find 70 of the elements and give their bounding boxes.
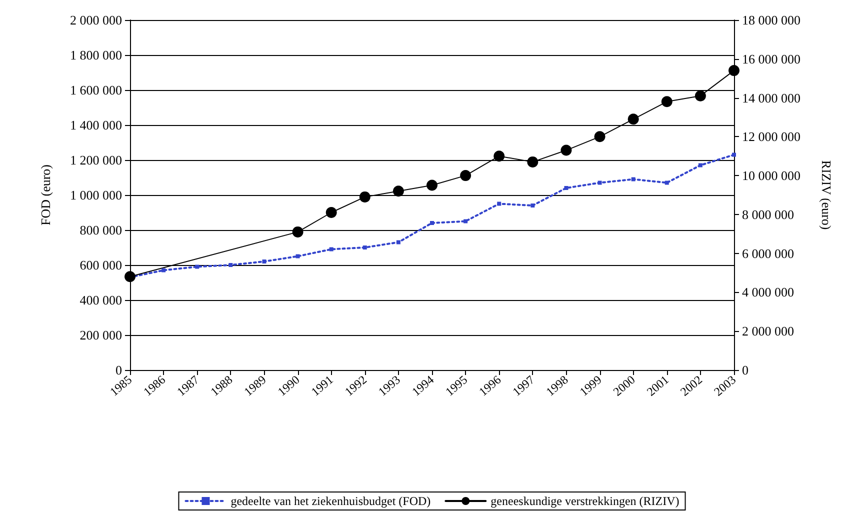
y2-tick-label: 18 000 000 <box>742 12 800 28</box>
point <box>162 268 166 272</box>
y-tick-label: 2 000 000 <box>70 12 122 28</box>
y-tick-label: 1 200 000 <box>70 152 122 168</box>
legend-label: gedeelte van het ziekenhuisbudget (FOD) <box>230 494 431 508</box>
point <box>329 247 334 252</box>
y-tick-label: 1 800 000 <box>70 48 122 62</box>
point <box>732 152 736 157</box>
point <box>195 264 200 269</box>
y-axis-title: FOD (euro) <box>38 164 53 226</box>
point <box>497 202 502 206</box>
x-tick-label: 2000 <box>610 372 638 399</box>
y2-tick-label: 14 000 000 <box>742 90 800 106</box>
point <box>698 163 702 168</box>
x-tick-label: 1989 <box>241 372 269 399</box>
y-tick-label: 1 400 000 <box>70 118 122 132</box>
point <box>694 90 706 102</box>
x-tick-label: 1993 <box>376 372 403 399</box>
x-tick-label: 1998 <box>543 372 571 399</box>
point <box>664 180 669 185</box>
x-tick-label: 2001 <box>644 372 672 399</box>
x-tick-label: 1999 <box>576 372 604 399</box>
point <box>392 186 404 197</box>
y-tick-label: 800 000 <box>80 222 122 238</box>
y2-tick-label: 16 000 000 <box>742 51 800 66</box>
point <box>426 180 438 191</box>
legend-label: geneeskundige verstrekkingen (RIZIV) <box>490 494 680 508</box>
point <box>359 191 370 202</box>
point <box>124 271 136 282</box>
y-tick-label: 600 000 <box>80 258 122 272</box>
point <box>430 221 434 225</box>
point <box>530 204 535 208</box>
y-tick-label: 400 000 <box>80 292 122 308</box>
point <box>396 240 400 244</box>
point <box>527 156 538 168</box>
y-tick-label: 200 000 <box>80 328 122 342</box>
x-tick-label: 1992 <box>342 372 370 399</box>
point <box>362 246 367 250</box>
point <box>464 219 468 224</box>
y2-axis-title: RIZIV (euro) <box>819 160 834 230</box>
x-tick-label: 1991 <box>308 372 336 399</box>
y2-tick-label: 8 000 000 <box>742 206 794 222</box>
y2-tick-label: 0 <box>742 362 748 378</box>
point <box>728 65 740 76</box>
point <box>631 177 636 182</box>
point <box>628 114 639 125</box>
y2-tick-label: 6 000 000 <box>742 246 794 261</box>
x-tick-label: 1988 <box>208 372 236 399</box>
y2-tick-label: 10 000 000 <box>742 168 800 184</box>
point <box>594 131 606 142</box>
point <box>564 186 568 190</box>
point <box>560 144 572 156</box>
y2-tick-label: 2 000 000 <box>742 324 794 339</box>
y2-tick-label: 4 000 000 <box>742 284 794 300</box>
y-tick-label: 1 600 000 <box>70 82 122 98</box>
point <box>228 263 233 267</box>
x-tick-label: 1990 <box>274 372 302 399</box>
y-tick-label: 1 000 000 <box>70 188 122 202</box>
point <box>296 254 300 258</box>
point <box>292 226 304 238</box>
point <box>661 96 672 108</box>
point <box>494 150 505 162</box>
x-tick-label: 2003 <box>711 372 738 399</box>
point <box>326 207 337 218</box>
point <box>598 180 602 185</box>
y-tick-label: 0 <box>116 362 122 378</box>
y2-tick-label: 12 000 000 <box>742 129 800 144</box>
point <box>460 170 472 182</box>
x-tick-label: 2002 <box>678 372 705 399</box>
point <box>262 260 266 264</box>
